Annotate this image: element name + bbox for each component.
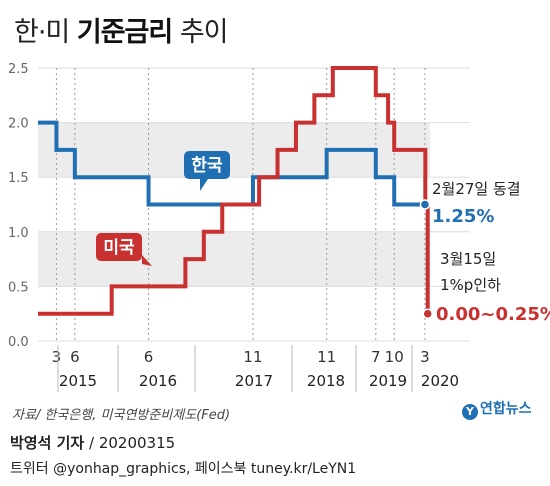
- x-year-label: 2017: [235, 372, 273, 390]
- korea-tag-pointer: [200, 179, 208, 191]
- x-year-label: 2016: [139, 372, 177, 390]
- x-year-label: 2015: [59, 372, 97, 390]
- y-tick-label: 1.0: [8, 226, 29, 241]
- x-month-label: 3: [420, 348, 430, 366]
- us-tag-pointer: [142, 255, 152, 266]
- us-tag-box: [96, 233, 142, 261]
- x-month-label: 6: [144, 348, 154, 366]
- korea-tag-label: 한국: [191, 156, 223, 176]
- x-month-label: 10: [385, 348, 404, 366]
- title-suffix: 추이: [179, 17, 229, 48]
- korea-end-marker: [419, 199, 431, 210]
- x-year-label: 2020: [421, 372, 459, 390]
- reporter-name: 박영석 기자: [10, 434, 85, 452]
- korea-value-label: 1.25%: [432, 206, 494, 227]
- y-tick-label: 0.5: [8, 280, 29, 295]
- us-rate-line: [38, 66, 430, 316]
- us-value-label: 0.00~0.25%: [436, 304, 550, 325]
- x-year-label: 2019: [369, 372, 407, 390]
- yonhap-logo-icon: Y: [462, 404, 478, 420]
- title-prefix: 한·미: [14, 17, 70, 48]
- credit-date: / 20200315: [84, 434, 176, 452]
- korea-rate-line: [38, 120, 425, 207]
- y-tick-label: 2.0: [8, 117, 29, 132]
- y-tick-label: 1.5: [8, 171, 29, 186]
- korea-note: 2월27일 동결: [432, 180, 521, 198]
- yonhap-logo: Y 연합뉴스: [462, 398, 532, 420]
- y-tick-label: 0.0: [8, 335, 29, 350]
- us-note-date: 3월15일: [440, 250, 496, 268]
- yonhap-logo-text: 연합뉴스: [480, 401, 532, 417]
- x-month-label: 7: [371, 348, 381, 366]
- x-month-label: 11: [243, 348, 262, 366]
- social-credit: 트위터 @yonhap_graphics, 페이스북 tuney.kr/LeYN…: [10, 461, 357, 477]
- x-month-label: 11: [317, 348, 336, 366]
- chart-title: 한·미 기준금리 추이: [14, 10, 229, 49]
- y-tick-label: 2.5: [8, 62, 29, 77]
- x-year-label: 2018: [307, 372, 345, 390]
- us-note-cut: 1%p인하: [440, 276, 501, 294]
- title-main: 기준금리: [76, 17, 173, 48]
- us-end-marker: [422, 308, 433, 319]
- x-month-label: 3: [52, 348, 62, 366]
- reporter-credit: 박영석 기자 / 20200315: [10, 432, 175, 453]
- source-note: 자료/ 한국은행, 미국연방준비제도(Fed): [12, 408, 231, 423]
- us-tag-label: 미국: [103, 238, 135, 258]
- x-month-label: 6: [70, 348, 80, 366]
- korea-tag-box: [184, 151, 230, 179]
